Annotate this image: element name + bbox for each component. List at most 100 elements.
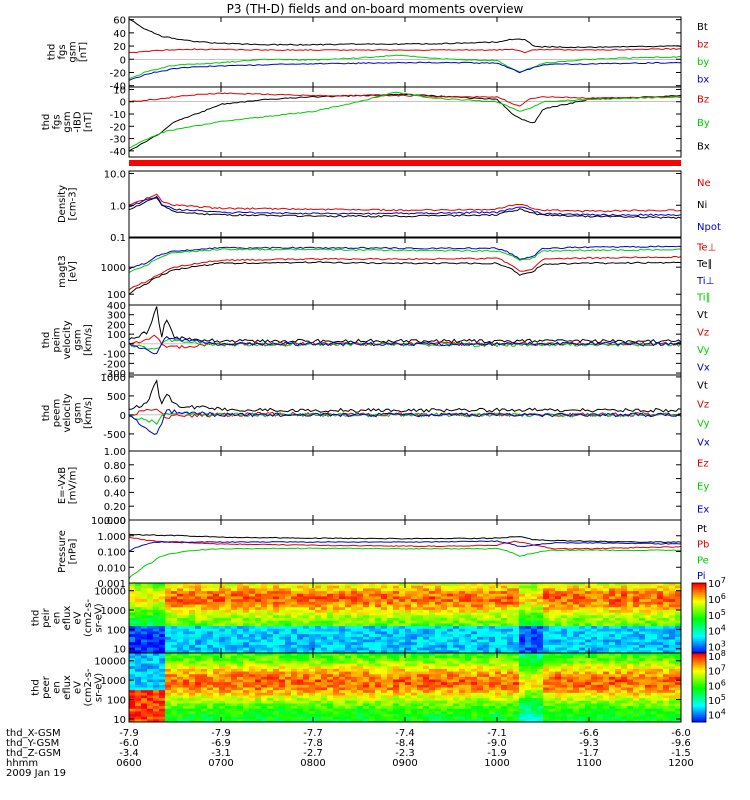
spec-cell [567, 687, 574, 691]
spec-cell [237, 679, 244, 683]
spec-cell [381, 588, 388, 592]
spec-cell [309, 623, 316, 627]
spec-cell [363, 642, 370, 646]
spec-cell [363, 644, 370, 649]
spec-cell [525, 636, 532, 640]
spec-cell [627, 658, 634, 662]
spec-cell [369, 644, 376, 649]
spec-cell [489, 609, 496, 614]
spec-cell [549, 676, 556, 680]
spec-cell [381, 690, 388, 694]
spec-cell [417, 650, 424, 654]
spec-cell [279, 668, 286, 672]
spec-cell [513, 647, 520, 651]
spec-cell [153, 698, 160, 702]
spec-cell [465, 684, 472, 688]
spec-cell [561, 620, 568, 624]
spec-cell [651, 634, 658, 638]
spec-cell [273, 607, 280, 611]
spec-cell [159, 676, 166, 680]
ytick-label: 0.00 [104, 516, 126, 527]
spec-cell [201, 626, 208, 630]
spec-cell [273, 588, 280, 592]
spec-cell [225, 658, 232, 662]
spec-cell [219, 714, 226, 718]
spec-cell [543, 618, 550, 622]
legend-bx: bx [697, 74, 709, 85]
spec-cell [465, 601, 472, 605]
spec-cell [555, 653, 562, 657]
spec-cell [165, 607, 172, 611]
spec-cell [129, 690, 136, 694]
spec-cell [579, 716, 586, 720]
ylabel-line: -IBD [73, 111, 84, 132]
spec-cell [657, 588, 664, 592]
spec-cell [369, 674, 376, 678]
spec-cell [417, 642, 424, 646]
spec-cell [411, 593, 418, 597]
spec-cell [159, 647, 166, 651]
colorbar-step [692, 593, 706, 596]
spec-cell [429, 698, 436, 702]
spec-cell [387, 679, 394, 683]
spec-cell [267, 628, 274, 632]
spec-cell [585, 653, 592, 657]
spec-cell [237, 714, 244, 718]
spec-cell [303, 682, 310, 686]
spec-cell [369, 601, 376, 605]
spec-cell [549, 668, 556, 672]
spec-cell [213, 687, 220, 691]
spec-cell [435, 612, 442, 616]
spec-cell [573, 612, 580, 616]
spec-cell [447, 671, 454, 675]
spec-cell [201, 690, 208, 694]
spec-cell [591, 583, 598, 587]
spec-cell [555, 703, 562, 707]
spec-cell [267, 716, 274, 720]
spec-cell [411, 615, 418, 619]
spec-cell [519, 679, 526, 683]
spec-cell [321, 666, 328, 670]
spec-cell [261, 679, 268, 683]
spec-cell [381, 615, 388, 619]
ytick-label: 0.20 [104, 502, 126, 513]
spec-cell [291, 609, 298, 614]
spec-cell [129, 626, 136, 630]
spec-cell [429, 716, 436, 720]
spec-cell [621, 687, 628, 691]
spec-cell [495, 585, 502, 589]
spec-cell [585, 596, 592, 600]
spec-cell [417, 703, 424, 707]
spec-cell [153, 623, 160, 627]
spec-cell [357, 644, 364, 649]
spec-cell [495, 588, 502, 592]
spec-cell [627, 599, 634, 603]
spec-cell [435, 668, 442, 672]
spec-cell [267, 631, 274, 635]
spec-cell [657, 626, 664, 630]
spec-cell [315, 620, 322, 624]
spec-cell [513, 599, 520, 603]
spec-cell [483, 636, 490, 640]
spec-cell [543, 700, 550, 704]
spec-cell [183, 596, 190, 600]
spec-cell [477, 650, 484, 654]
spec-cell [195, 714, 202, 718]
spec-cell [381, 658, 388, 662]
spec-cell [411, 703, 418, 707]
spec-cell [525, 647, 532, 651]
spec-cell [315, 711, 322, 715]
spec-cell [333, 695, 340, 699]
spec-cell [579, 719, 586, 723]
spec-cell [393, 618, 400, 622]
spec-cell [279, 631, 286, 635]
spec-cell [441, 593, 448, 597]
spec-cell [171, 695, 178, 699]
colorbar-tick-label: 107 [708, 576, 726, 590]
spec-cell [435, 666, 442, 670]
spec-cell [279, 634, 286, 638]
spec-cell [135, 655, 142, 659]
spec-cell [507, 636, 514, 640]
spec-cell [573, 692, 580, 696]
spec-cell [669, 628, 676, 632]
